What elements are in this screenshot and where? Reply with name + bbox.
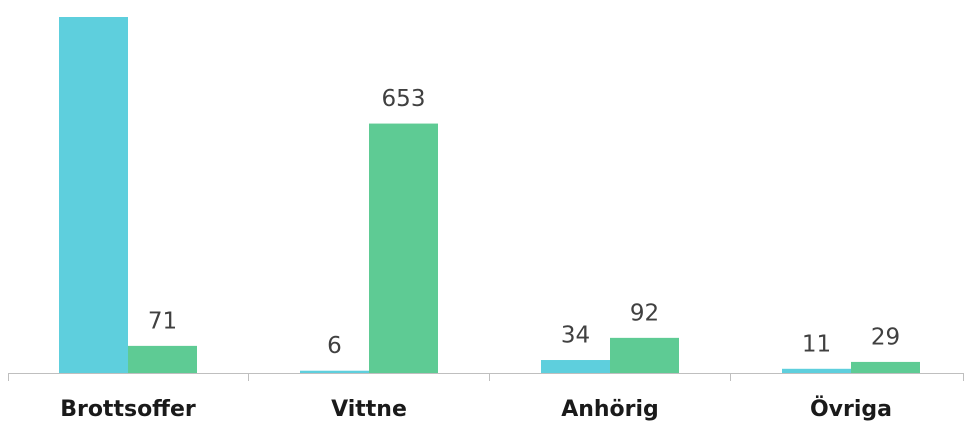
bar [610,337,679,373]
value-label: 34 [561,323,590,349]
value-label: 6 [327,333,342,359]
x-tick-label: Vittne [331,397,407,422]
value-label: 653 [382,86,426,112]
bar [300,370,369,373]
value-label: 92 [630,300,659,326]
value-label: 932 [72,0,116,6]
bar [59,17,128,373]
x-tick-label: Övriga [810,396,892,422]
value-label: 29 [871,324,900,350]
bar [369,123,438,373]
bar [128,345,197,373]
value-label: 11 [802,331,831,357]
x-tick-label: Brottsoffer [60,397,196,422]
x-tick-label: Anhörig [561,397,659,422]
bar [851,361,920,373]
bar [541,360,610,373]
bar [782,368,851,373]
value-label: 71 [148,308,177,334]
